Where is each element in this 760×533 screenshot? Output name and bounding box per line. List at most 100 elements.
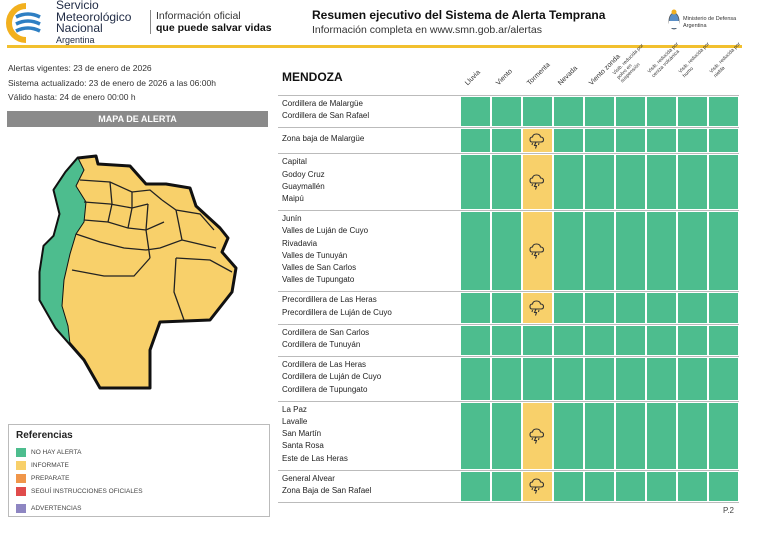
alert-cell-none <box>461 97 490 127</box>
alert-cell-none <box>554 129 583 153</box>
slogan-line-1: Información oficial <box>156 10 241 22</box>
zone-name: Cordillera de Las Heras <box>282 360 367 370</box>
column-header: Visib. reducida por polvo en suspensión <box>611 42 646 85</box>
alert-cell-none <box>554 402 583 469</box>
alert-cell-none <box>461 325 490 356</box>
alert-cell-none <box>709 402 738 469</box>
alert-cell-none <box>461 129 490 153</box>
alert-cell-info <box>523 471 552 502</box>
document-title: Resumen ejecutivo del Sistema de Alerta … <box>312 8 606 22</box>
alert-cell-none <box>678 325 707 356</box>
alert-cell-none <box>678 358 707 400</box>
alert-cell-info <box>523 402 552 469</box>
zone-name: Maipú <box>282 194 304 203</box>
legend-swatch <box>16 474 26 483</box>
zone-name: Valles de Tunuyán <box>282 250 348 260</box>
alert-cell-none <box>554 155 583 210</box>
alert-cell-none <box>678 471 707 502</box>
alert-cell-none <box>461 402 490 469</box>
alert-cell-none <box>585 293 614 323</box>
organization-name: Servicio Meteorológico Nacional Argentin… <box>56 0 131 45</box>
row-divider <box>278 153 739 155</box>
alert-cell-none <box>492 293 521 323</box>
column-header: Nevada <box>557 64 580 87</box>
alert-cell-none <box>554 325 583 356</box>
thunderstorm-icon <box>529 300 545 316</box>
alert-cell-none <box>647 155 676 210</box>
document-subtitle: Información completa en www.smn.gob.ar/a… <box>312 24 542 36</box>
zone-name: Guaymallén <box>282 181 325 191</box>
alert-cell-none <box>585 358 614 400</box>
alert-cell-none <box>616 155 645 210</box>
alert-cell-none <box>616 471 645 502</box>
alert-cell-none <box>585 212 614 291</box>
alert-cell-none <box>492 402 521 469</box>
column-header: Lluvia <box>464 69 482 87</box>
alert-cell-none <box>492 325 521 356</box>
alert-cell-none <box>523 325 552 356</box>
alert-cell-info <box>523 212 552 291</box>
org-line-3: Nacional <box>56 21 103 35</box>
alert-cell-none <box>647 212 676 291</box>
alert-cell-none <box>647 325 676 356</box>
valid-until: Válido hasta: 24 de enero 00:00 h <box>8 92 136 102</box>
alert-cell-none <box>647 402 676 469</box>
alert-cell-none <box>523 358 552 400</box>
zone-name: Valles de San Carlos <box>282 263 357 272</box>
row-divider <box>278 95 739 96</box>
page-number: P.2 <box>723 506 734 515</box>
row-divider <box>278 210 739 212</box>
org-line-2: Meteorológico <box>56 9 132 24</box>
legend-box <box>8 424 270 517</box>
zone-name: Zona Baja de San Rafael <box>282 486 372 495</box>
alert-cell-none <box>461 471 490 502</box>
alert-cell-none <box>554 358 583 400</box>
zone-name: Cordillera de San Rafael <box>282 111 370 121</box>
zone-name: Rivadavia <box>282 238 318 248</box>
alert-cell-none <box>709 325 738 356</box>
alert-cell-none <box>492 97 521 127</box>
alert-cell-none <box>647 358 676 400</box>
zone-name: Cordillera de Luján de Cuyo <box>282 372 382 382</box>
zone-name: Valles de Luján de Cuyo <box>282 226 369 236</box>
zone-name: Valles de Tupungato <box>282 275 355 285</box>
alert-cell-none <box>616 129 645 153</box>
alert-cell-info <box>523 155 552 210</box>
alert-cell-none <box>709 155 738 210</box>
alert-cell-info <box>523 129 552 153</box>
zone-name: Santa Rosa <box>282 441 324 451</box>
row-divider <box>278 291 739 293</box>
zone-name: General Alvear <box>282 473 335 483</box>
alert-cell-none <box>678 155 707 210</box>
alert-cell-none <box>647 293 676 323</box>
row-divider <box>278 400 739 402</box>
slogan: Información oficial que puede salvar vid… <box>156 10 272 34</box>
zone-name: Cordillera de Tunuyán <box>282 340 361 349</box>
alert-cell-none <box>461 155 490 210</box>
alert-cell-none <box>585 129 614 153</box>
alert-cell-none <box>554 471 583 502</box>
alert-cell-none <box>616 402 645 469</box>
alert-cell-none <box>616 212 645 291</box>
alert-cell-none <box>585 325 614 356</box>
system-updated: Sistema actualizado: 23 de enero de 2026… <box>8 78 216 88</box>
alert-cell-none <box>709 97 738 127</box>
slogan-line-2: que puede salvar vidas <box>156 22 272 34</box>
legend-label: ADVERTENCIAS <box>31 505 82 512</box>
zone-name: Godoy Cruz <box>282 169 325 179</box>
thunderstorm-icon <box>529 478 545 495</box>
legend-label: SEGUÍ INSTRUCCIONES OFICIALES <box>31 488 143 495</box>
legend-label: PREPARATE <box>31 475 70 482</box>
legend-label: INFORMATE <box>31 462 69 469</box>
ministry-logo: Ministerio de Defensa Argentina <box>668 8 748 36</box>
zone-name: San Martín <box>282 429 322 439</box>
zone-name: Zona baja de Malargüe <box>282 134 365 144</box>
alert-cell-none <box>678 402 707 469</box>
row-divider <box>278 502 739 504</box>
zone-name: Cordillera de Tupungato <box>282 384 368 394</box>
alert-cell-none <box>585 97 614 127</box>
alerts-valid-date: Alertas vigentes: 23 de enero de 2026 <box>8 63 152 73</box>
row-divider <box>278 356 739 358</box>
zone-name: Precordillera de Luján de Cuyo <box>282 307 392 317</box>
legend-swatch <box>16 461 26 470</box>
